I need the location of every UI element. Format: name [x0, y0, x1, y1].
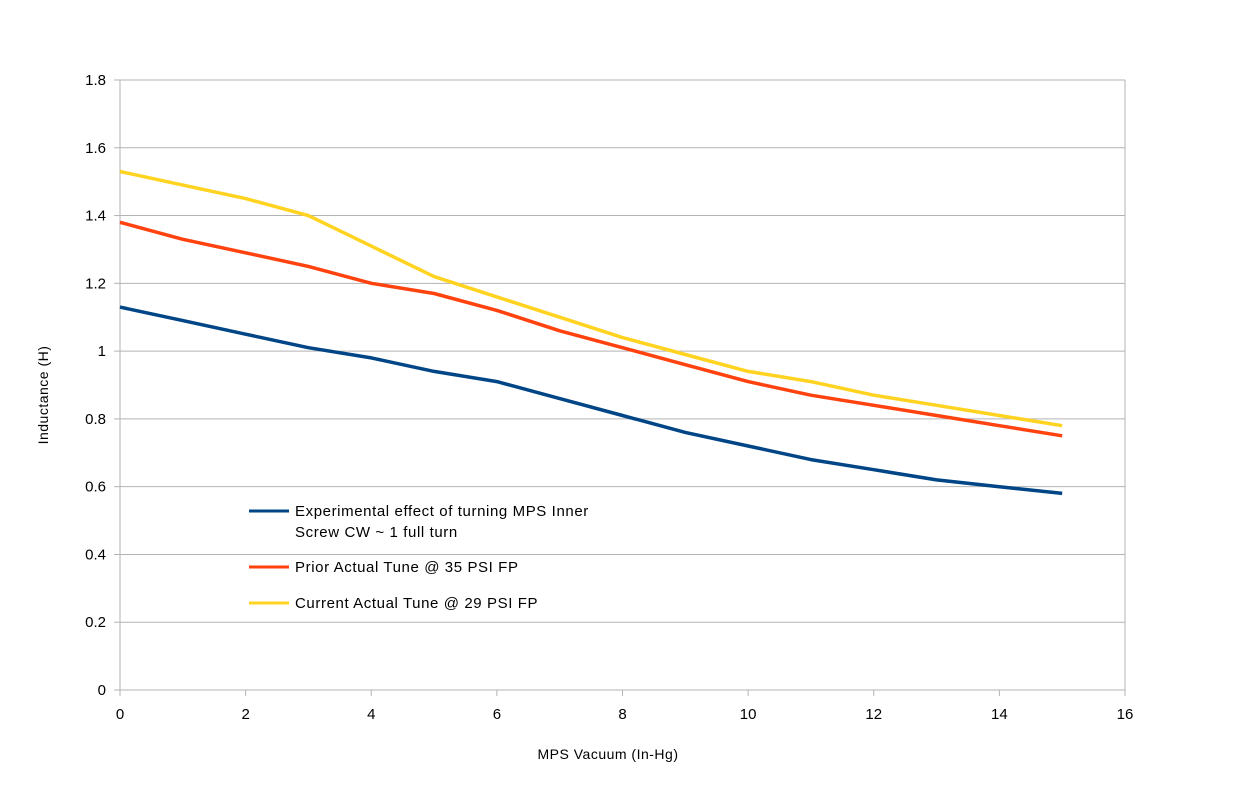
x-tick-label: 8: [618, 706, 626, 723]
series-line-2: [119, 220, 1063, 438]
legend: Experimental effect of turning MPS Inner…: [249, 503, 589, 612]
gridlines: [120, 79, 1125, 623]
y-axis-title: Inductance (H): [35, 346, 51, 445]
axes: 0 0.2 0.4 0.6 0.8 1 1.2 1.4 1.6 1.8 0 2 4 6 8 10 12 14 16: [85, 72, 1133, 723]
y-tick-label: 0.2: [85, 614, 106, 631]
legend-label-2: Prior Actual Tune @ 35 PSI FP: [295, 559, 519, 576]
y-tick-label: 0: [98, 682, 106, 699]
series-line-3: [119, 169, 1063, 428]
y-tick-label: 0.6: [85, 479, 106, 496]
x-tick-label: 4: [367, 706, 375, 723]
x-tick-label: 14: [991, 706, 1008, 723]
x-axis-title: MPS Vacuum (In-Hg): [538, 746, 679, 762]
legend-label-1: Experimental effect of turning MPS Inner: [295, 503, 589, 520]
x-tick-label: 6: [493, 706, 501, 723]
x-tick-label: 0: [116, 706, 124, 723]
y-tick-label: 1.6: [85, 140, 106, 157]
legend-label-1: Screw CW ~ 1 full turn: [295, 524, 458, 541]
y-tick-label: 0.4: [85, 546, 106, 563]
y-tick-label: 0.8: [85, 411, 106, 428]
y-tick-label: 1.2: [85, 275, 106, 292]
y-tick-label: 1.8: [85, 72, 106, 89]
x-tick-label: 2: [241, 706, 249, 723]
x-tick-label: 12: [865, 706, 882, 723]
x-tick-label: 16: [1117, 706, 1134, 723]
series-line-1: [119, 305, 1063, 496]
y-tick-label: 1.4: [85, 208, 106, 225]
y-tick-label: 1: [98, 343, 106, 360]
legend-label-3: Current Actual Tune @ 29 PSI FP: [295, 595, 538, 612]
series-lines: [119, 169, 1063, 496]
x-tick-label: 10: [740, 706, 757, 723]
